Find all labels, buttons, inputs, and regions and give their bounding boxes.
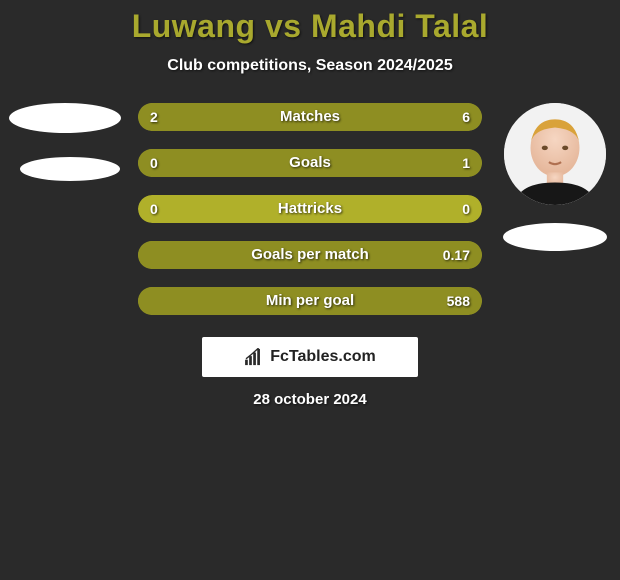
stat-row: Min per goal588 — [138, 287, 482, 315]
stat-label: Min per goal — [138, 287, 482, 315]
date-text: 28 october 2024 — [0, 391, 620, 408]
stat-right-value: 1 — [450, 149, 482, 177]
avatar-icon — [504, 103, 606, 205]
stat-row: 0Hattricks0 — [138, 195, 482, 223]
left-badge-placeholder — [20, 157, 120, 181]
right-avatar — [504, 103, 606, 205]
stat-row: 0Goals1 — [138, 149, 482, 177]
subtitle: Club competitions, Season 2024/2025 — [0, 57, 620, 75]
title-vs: vs — [265, 8, 302, 44]
stat-right-value: 6 — [450, 103, 482, 131]
right-player-column — [500, 103, 610, 251]
stat-label: Goals — [138, 149, 482, 177]
stat-bars: 2Matches60Goals10Hattricks0Goals per mat… — [138, 103, 482, 315]
stat-row: 2Matches6 — [138, 103, 482, 131]
brand-box[interactable]: FcTables.com — [202, 337, 418, 377]
brand-logo-icon — [244, 348, 266, 366]
brand-text: FcTables.com — [270, 348, 376, 366]
title-player2: Mahdi Talal — [311, 8, 488, 44]
stat-label: Hattricks — [138, 195, 482, 223]
comparison-body: 2Matches60Goals10Hattricks0Goals per mat… — [0, 103, 620, 315]
page-title: Luwang vs Mahdi Talal — [0, 8, 620, 45]
stat-row: Goals per match0.17 — [138, 241, 482, 269]
stat-right-value: 0 — [450, 195, 482, 223]
left-avatar-placeholder — [9, 103, 121, 133]
stat-label: Matches — [138, 103, 482, 131]
comparison-card: Luwang vs Mahdi Talal Club competitions,… — [0, 0, 620, 408]
right-badge-placeholder — [503, 223, 607, 251]
stat-right-value: 588 — [435, 287, 482, 315]
title-player1: Luwang — [132, 8, 256, 44]
left-player-column — [10, 103, 120, 181]
stat-right-value: 0.17 — [431, 241, 482, 269]
